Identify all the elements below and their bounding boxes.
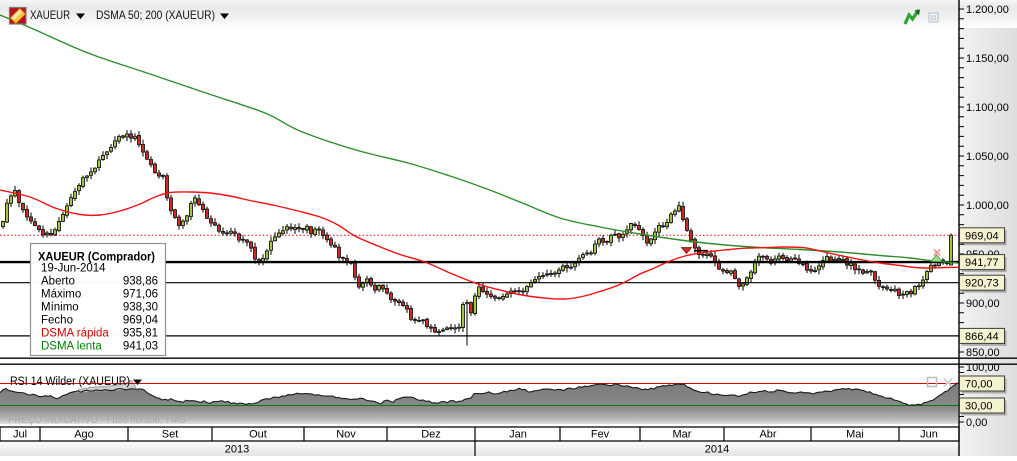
svg-text:900,00: 900,00 — [966, 298, 1000, 310]
svg-text:2013: 2013 — [225, 444, 249, 456]
svg-text:Jun: Jun — [920, 429, 938, 441]
svg-text:969,04: 969,04 — [123, 315, 159, 327]
svg-text:XAUEUR: XAUEUR — [30, 8, 70, 22]
svg-text:70,00: 70,00 — [965, 379, 993, 391]
svg-text:1.150,00: 1.150,00 — [966, 53, 1009, 65]
svg-text:0,00: 0,00 — [966, 417, 987, 429]
svg-text:19-Jun-2014: 19-Jun-2014 — [41, 263, 106, 275]
svg-text:938,30: 938,30 — [123, 302, 158, 314]
svg-text:866,44: 866,44 — [965, 331, 999, 343]
svg-text:DSMA rápida: DSMA rápida — [41, 328, 109, 340]
svg-text:Dez: Dez — [421, 429, 441, 441]
svg-text:920,73: 920,73 — [965, 278, 999, 290]
svg-text:Máximo: Máximo — [41, 289, 81, 301]
svg-text:30,00: 30,00 — [965, 401, 993, 413]
svg-text:969,04: 969,04 — [965, 230, 999, 242]
svg-text:DSMA lenta: DSMA lenta — [41, 341, 102, 353]
svg-text:938,86: 938,86 — [123, 276, 158, 288]
svg-text:DSMA 50; 200 (XAUEUR): DSMA 50; 200 (XAUEUR) — [96, 8, 215, 22]
svg-text:Ago: Ago — [74, 429, 94, 441]
svg-text:Mai: Mai — [846, 429, 864, 441]
svg-text:1.100,00: 1.100,00 — [966, 102, 1009, 114]
svg-text:941,03: 941,03 — [123, 341, 158, 353]
svg-text:Jan: Jan — [509, 429, 527, 441]
svg-text:RSI 14 Wilder (XAUEUR): RSI 14 Wilder (XAUEUR) — [10, 376, 130, 388]
svg-text:Jul: Jul — [13, 429, 27, 441]
svg-text:100,00: 100,00 — [966, 362, 1000, 374]
svg-text:PREÇO INDICATIVO - Fuso horári: PREÇO INDICATIVO - Fuso horário: TMG — [8, 414, 186, 426]
svg-text:Set: Set — [162, 429, 179, 441]
svg-text:Mar: Mar — [673, 429, 692, 441]
svg-text:1.200,00: 1.200,00 — [966, 4, 1009, 16]
svg-text:2014: 2014 — [705, 444, 729, 456]
svg-text:Nov: Nov — [336, 429, 356, 441]
svg-text:Fecho: Fecho — [41, 315, 73, 327]
svg-text:Abr: Abr — [759, 429, 776, 441]
svg-text:971,06: 971,06 — [123, 289, 158, 301]
svg-text:941,77: 941,77 — [965, 257, 999, 269]
svg-text:1.000,00: 1.000,00 — [966, 200, 1009, 212]
svg-text:850,00: 850,00 — [966, 347, 1000, 359]
svg-text:Mínimo: Mínimo — [41, 302, 79, 314]
svg-text:1.050,00: 1.050,00 — [966, 151, 1009, 163]
svg-text:XAUEUR (Comprador): XAUEUR (Comprador) — [38, 250, 155, 264]
svg-text:935,81: 935,81 — [123, 328, 158, 340]
svg-text:Aberto: Aberto — [41, 276, 75, 288]
svg-text:Fev: Fev — [591, 429, 610, 441]
svg-text:Out: Out — [249, 429, 267, 441]
